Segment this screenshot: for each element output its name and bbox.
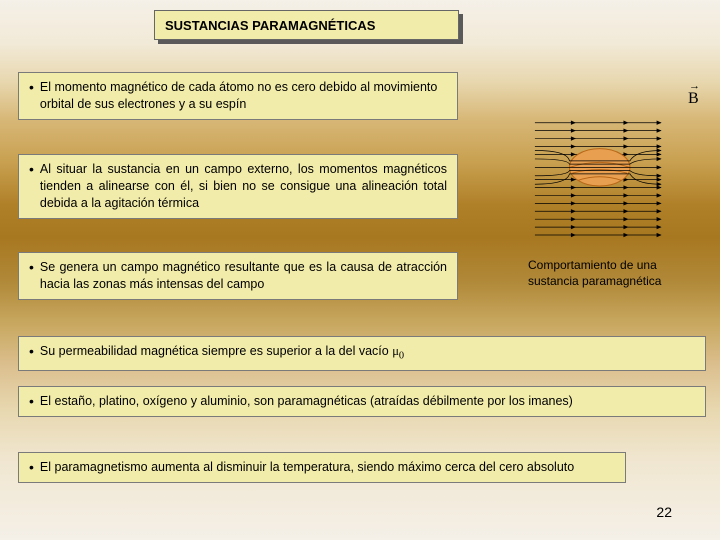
text-box-5: • El estaño, platino, oxígeno y aluminio… [18, 386, 706, 417]
arrow-over-b: → [689, 80, 700, 92]
mu-symbol: μ [392, 344, 399, 358]
bullet-dot: • [29, 393, 34, 410]
bullet-dot: • [29, 161, 34, 212]
title-text: SUSTANCIAS PARAMAGNÉTICAS [165, 18, 375, 33]
b-vector-label: → B [688, 90, 699, 108]
text-box-4: • Su permeabilidad magnética siempre es … [18, 336, 706, 371]
text-3: Se genera un campo magnético resultante … [40, 259, 447, 293]
text-box-6: • El paramagnetismo aumenta al disminuir… [18, 452, 626, 483]
paramagnetic-diagram [504, 68, 699, 248]
title-box: SUSTANCIAS PARAMAGNÉTICAS [154, 10, 459, 40]
caption-line-2: sustancia paramagnética [528, 274, 661, 290]
bullet-dot: • [29, 79, 34, 113]
diagram-caption: Comportamiento de una sustancia paramagn… [528, 258, 661, 289]
caption-line-1: Comportamiento de una [528, 258, 661, 274]
text-box-1: • El momento magnético de cada átomo no … [18, 72, 458, 120]
b-letter: B [688, 90, 699, 107]
text-box-2: • Al situar la sustancia en un campo ext… [18, 154, 458, 219]
page-number: 22 [656, 504, 672, 520]
text-1: El momento magnético de cada átomo no es… [40, 79, 447, 113]
mu-sub: 0 [399, 351, 404, 362]
text-5: El estaño, platino, oxígeno y aluminio, … [40, 393, 695, 410]
text-2: Al situar la sustancia en un campo exter… [40, 161, 447, 212]
text-6: El paramagnetismo aumenta al disminuir l… [40, 459, 615, 476]
bullet-dot: • [29, 459, 34, 476]
text-4: Su permeabilidad magnética siempre es su… [40, 343, 695, 364]
bullet-dot: • [29, 343, 34, 364]
text-4-pre: Su permeabilidad magnética siempre es su… [40, 344, 392, 358]
text-box-3: • Se genera un campo magnético resultant… [18, 252, 458, 300]
bullet-dot: • [29, 259, 34, 293]
